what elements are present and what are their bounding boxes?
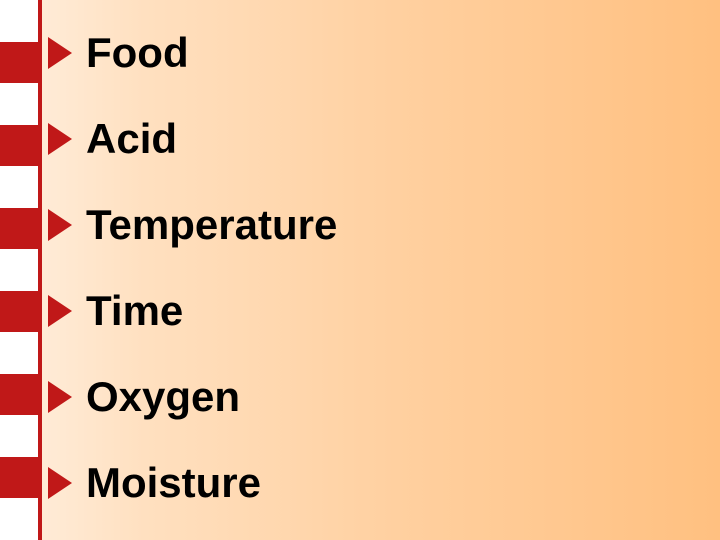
list-item-label: Temperature <box>86 201 337 249</box>
list-item: Acid <box>50 96 720 182</box>
list-item: Time <box>50 268 720 354</box>
triangle-bullet-icon <box>48 209 72 241</box>
list-item-label: Time <box>86 287 183 335</box>
list-item: Food <box>50 10 720 96</box>
triangle-bullet-icon <box>48 381 72 413</box>
triangle-bullet-icon <box>48 467 72 499</box>
list-item-label: Moisture <box>86 459 261 507</box>
checker-square <box>0 249 38 291</box>
checker-square <box>0 498 38 540</box>
list-item-label: Acid <box>86 115 177 163</box>
checker-square <box>0 0 38 42</box>
checker-square <box>0 208 38 250</box>
left-checker-rail <box>0 0 38 540</box>
checker-square <box>0 125 38 167</box>
checker-square <box>0 83 38 125</box>
checker-square <box>0 42 38 84</box>
checker-square <box>0 166 38 208</box>
checker-square <box>0 291 38 333</box>
list-item-label: Oxygen <box>86 373 240 421</box>
checker-square <box>0 457 38 499</box>
list-item: Temperature <box>50 182 720 268</box>
triangle-bullet-icon <box>48 123 72 155</box>
triangle-bullet-icon <box>48 37 72 69</box>
list-item-label: Food <box>86 29 189 77</box>
checker-square <box>0 332 38 374</box>
checker-square <box>0 374 38 416</box>
list-content: Food Acid Temperature Time Oxygen Moistu… <box>50 0 720 540</box>
list-item: Oxygen <box>50 354 720 440</box>
checker-square <box>0 415 38 457</box>
triangle-bullet-icon <box>48 295 72 327</box>
list-item: Moisture <box>50 440 720 526</box>
vertical-separator <box>38 0 42 540</box>
